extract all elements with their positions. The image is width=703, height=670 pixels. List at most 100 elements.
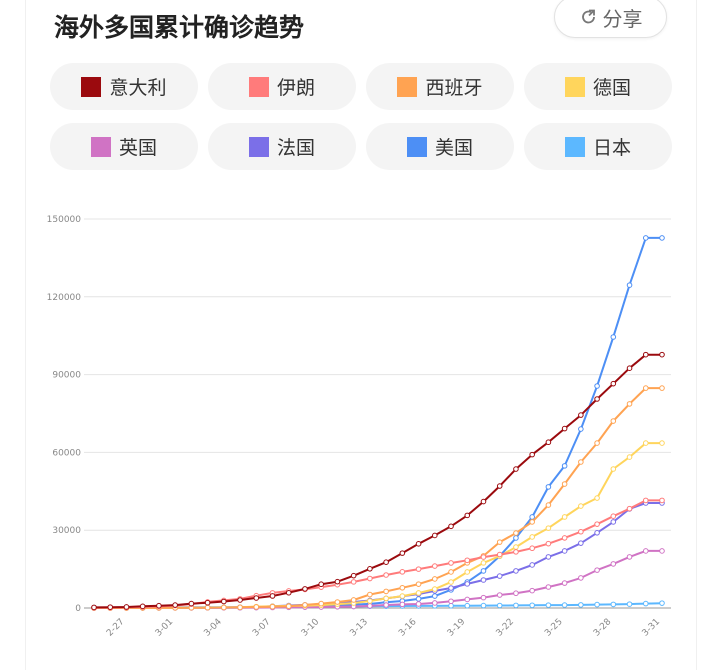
data-point — [561, 425, 568, 432]
legend-swatch — [248, 136, 269, 157]
data-point — [561, 463, 568, 469]
legend-item[interactable]: 西班牙 — [366, 63, 514, 110]
data-point — [237, 597, 243, 603]
data-point — [626, 282, 633, 288]
data-point — [496, 573, 503, 579]
data-point — [480, 554, 487, 560]
data-point — [529, 534, 535, 540]
x-tick-label: 2-27 — [105, 617, 127, 639]
data-point — [221, 604, 227, 611]
data-point — [513, 549, 519, 555]
data-point — [237, 604, 243, 611]
data-point — [448, 569, 454, 575]
data-point — [448, 598, 454, 605]
legend-label: 德国 — [592, 77, 631, 99]
data-point — [399, 601, 406, 608]
data-point — [578, 412, 584, 418]
data-point — [529, 545, 535, 552]
data-point — [204, 599, 211, 606]
legend-item[interactable]: 德国 — [524, 63, 672, 110]
data-point — [302, 586, 308, 592]
data-point — [253, 595, 260, 601]
x-tick-label: 3-28 — [592, 617, 614, 639]
legend-item[interactable]: 英国 — [50, 123, 198, 170]
data-point — [594, 521, 600, 527]
legend-item[interactable]: 日本 — [524, 123, 672, 170]
legend-item[interactable]: 伊朗 — [208, 63, 356, 110]
legend-label: 意大利 — [109, 77, 167, 99]
data-point — [642, 351, 649, 358]
data-point — [659, 548, 665, 554]
data-point — [529, 519, 535, 525]
data-point — [610, 601, 617, 608]
data-point — [464, 569, 471, 575]
data-point — [415, 590, 422, 596]
data-point — [496, 551, 503, 558]
data-point — [513, 466, 519, 472]
data-point — [513, 535, 519, 541]
legend-label: 日本 — [592, 137, 631, 159]
data-point — [383, 572, 389, 578]
legend-swatch — [397, 76, 418, 97]
data-point — [659, 440, 665, 446]
data-point — [594, 601, 600, 608]
data-point — [594, 396, 600, 402]
data-point — [383, 602, 389, 608]
data-point — [399, 584, 406, 591]
data-point — [91, 604, 97, 611]
x-tick-label: 3-16 — [397, 617, 419, 639]
data-point — [156, 602, 162, 609]
data-point — [561, 548, 568, 554]
x-tick-label: 3-01 — [154, 617, 176, 639]
data-point — [529, 602, 535, 609]
data-point — [415, 596, 422, 602]
data-point — [659, 497, 665, 504]
series-line — [93, 499, 662, 609]
data-point — [594, 567, 600, 573]
x-tick-label: 3-22 — [495, 617, 517, 639]
data-point — [578, 426, 584, 432]
data-point — [285, 589, 292, 596]
y-tick-label: 150000 — [47, 215, 82, 225]
data-point — [415, 566, 422, 572]
share-button[interactable]: 分享 — [554, 0, 667, 38]
data-point — [172, 602, 178, 608]
legend-item[interactable]: 法国 — [208, 123, 356, 170]
legend-swatch — [406, 136, 427, 157]
data-point — [480, 577, 487, 583]
y-tick-label: 30000 — [52, 526, 81, 536]
data-point — [610, 519, 617, 525]
data-point — [626, 401, 633, 407]
data-point — [432, 576, 438, 582]
data-point — [626, 554, 633, 560]
data-point — [448, 523, 454, 530]
data-point — [448, 579, 454, 585]
data-point — [561, 602, 568, 608]
legend-swatch — [90, 136, 111, 157]
data-point — [415, 581, 422, 587]
data-point — [204, 604, 211, 611]
legend-item[interactable]: 美国 — [366, 123, 514, 170]
data-point — [626, 365, 633, 371]
x-tick-label: 3-07 — [251, 617, 273, 639]
data-point — [578, 503, 584, 509]
data-point — [610, 513, 617, 519]
data-point — [464, 596, 471, 603]
data-point — [350, 579, 357, 585]
data-point — [464, 581, 471, 587]
data-point — [334, 599, 341, 605]
data-point — [659, 351, 665, 358]
data-point — [545, 484, 552, 490]
data-point — [139, 603, 146, 610]
series-line — [94, 387, 662, 609]
data-point — [399, 593, 406, 599]
data-point — [659, 235, 665, 241]
data-point — [513, 530, 519, 536]
data-point — [610, 418, 617, 424]
data-point — [561, 481, 568, 487]
data-point — [529, 514, 535, 520]
data-point — [383, 559, 389, 566]
data-point — [302, 602, 308, 608]
legend-label: 美国 — [434, 137, 473, 159]
legend-item[interactable]: 意大利 — [50, 63, 198, 110]
